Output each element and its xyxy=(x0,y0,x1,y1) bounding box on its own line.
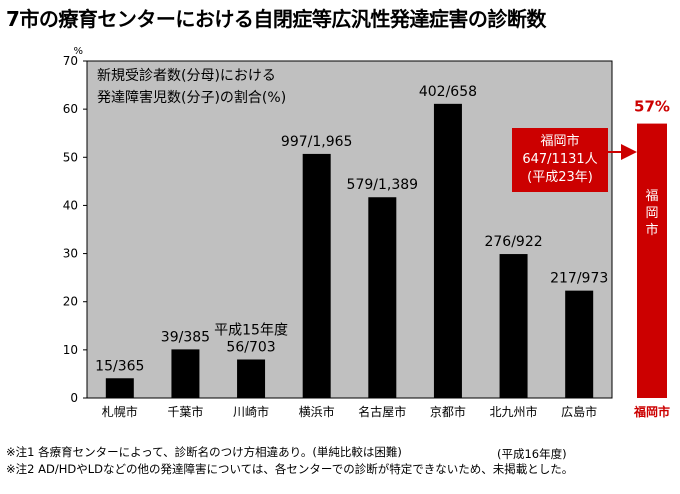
bar-広島市 xyxy=(565,290,594,398)
highlight-bar-label-char: 岡 xyxy=(645,206,658,221)
bar-data-label: 217/973 xyxy=(550,271,608,287)
x-tick-label: 川崎市 xyxy=(233,404,269,419)
highlight-callout-box xyxy=(512,128,608,192)
highlight-callout-line: 福岡市 xyxy=(540,133,579,149)
bar-横浜市 xyxy=(302,153,331,398)
highlight-callout-line: 647/1131人 xyxy=(522,152,597,167)
bar-data-label: 平成15年度 xyxy=(214,322,288,338)
y-tick-label: 40 xyxy=(63,198,78,212)
bar-名古屋市 xyxy=(368,197,397,398)
x-tick-label: 名古屋市 xyxy=(358,404,406,419)
y-tick-label: 10 xyxy=(63,343,78,357)
bar-data-label: 15/365 xyxy=(95,358,144,374)
year-note: (平成16年度) xyxy=(497,447,567,461)
highlight-category-label: 福岡市 xyxy=(633,404,670,419)
x-tick-label: 横浜市 xyxy=(299,404,335,419)
x-tick-label: 京都市 xyxy=(430,404,466,419)
inset-label-line: 発達障害児数(分子)の割合(%) xyxy=(97,89,286,106)
inset-label-line: 新規受診者数(分母)における xyxy=(97,68,276,84)
bar-川崎市 xyxy=(237,359,266,398)
bar-data-label: 39/385 xyxy=(161,329,210,345)
y-tick-label: 20 xyxy=(63,295,78,309)
x-tick-label: 北九州市 xyxy=(490,404,538,419)
bar-data-label: 402/658 xyxy=(419,84,477,100)
y-unit-label: % xyxy=(73,46,83,57)
footnote-2: ※注2 AD/HDやLDなどの他の発達障害については、各センターでの診断が特定で… xyxy=(6,462,574,476)
highlight-callout-line: (平成23年) xyxy=(527,170,593,185)
chart-title: 7市の療育センターにおける自閉症等広汎性発達症害の診断数 xyxy=(6,7,546,31)
plot-area xyxy=(86,60,613,399)
footnote-1: ※注1 各療育センターによって、診断名のつけ方相違あり。(単純比較は困難) xyxy=(6,445,402,459)
bar-京都市 xyxy=(433,103,462,399)
y-tick-label: 30 xyxy=(63,247,78,261)
y-tick-label: 60 xyxy=(63,102,78,116)
bar-data-label: 276/922 xyxy=(484,234,542,250)
bar-北九州市 xyxy=(499,254,528,398)
y-tick-label: 50 xyxy=(63,150,78,164)
y-tick-label: 0 xyxy=(70,391,78,405)
bar-data-label: 997/1,965 xyxy=(281,134,353,150)
bar-data-label: 56/703 xyxy=(226,339,275,355)
x-tick-label: 千葉市 xyxy=(167,404,203,419)
x-tick-label: 広島市 xyxy=(561,404,597,419)
highlight-bar-label-char: 福 xyxy=(645,189,658,204)
x-tick-label: 札幌市 xyxy=(102,404,138,419)
bar-千葉市 xyxy=(171,349,200,398)
highlight-bar-label-char: 市 xyxy=(645,222,658,238)
highlight-bar xyxy=(637,123,667,398)
bar-data-label: 579/1,389 xyxy=(347,177,419,193)
y-tick-label: 70 xyxy=(63,54,78,68)
highlight-value-label: 57% xyxy=(634,98,670,116)
bar-札幌市 xyxy=(105,378,134,398)
